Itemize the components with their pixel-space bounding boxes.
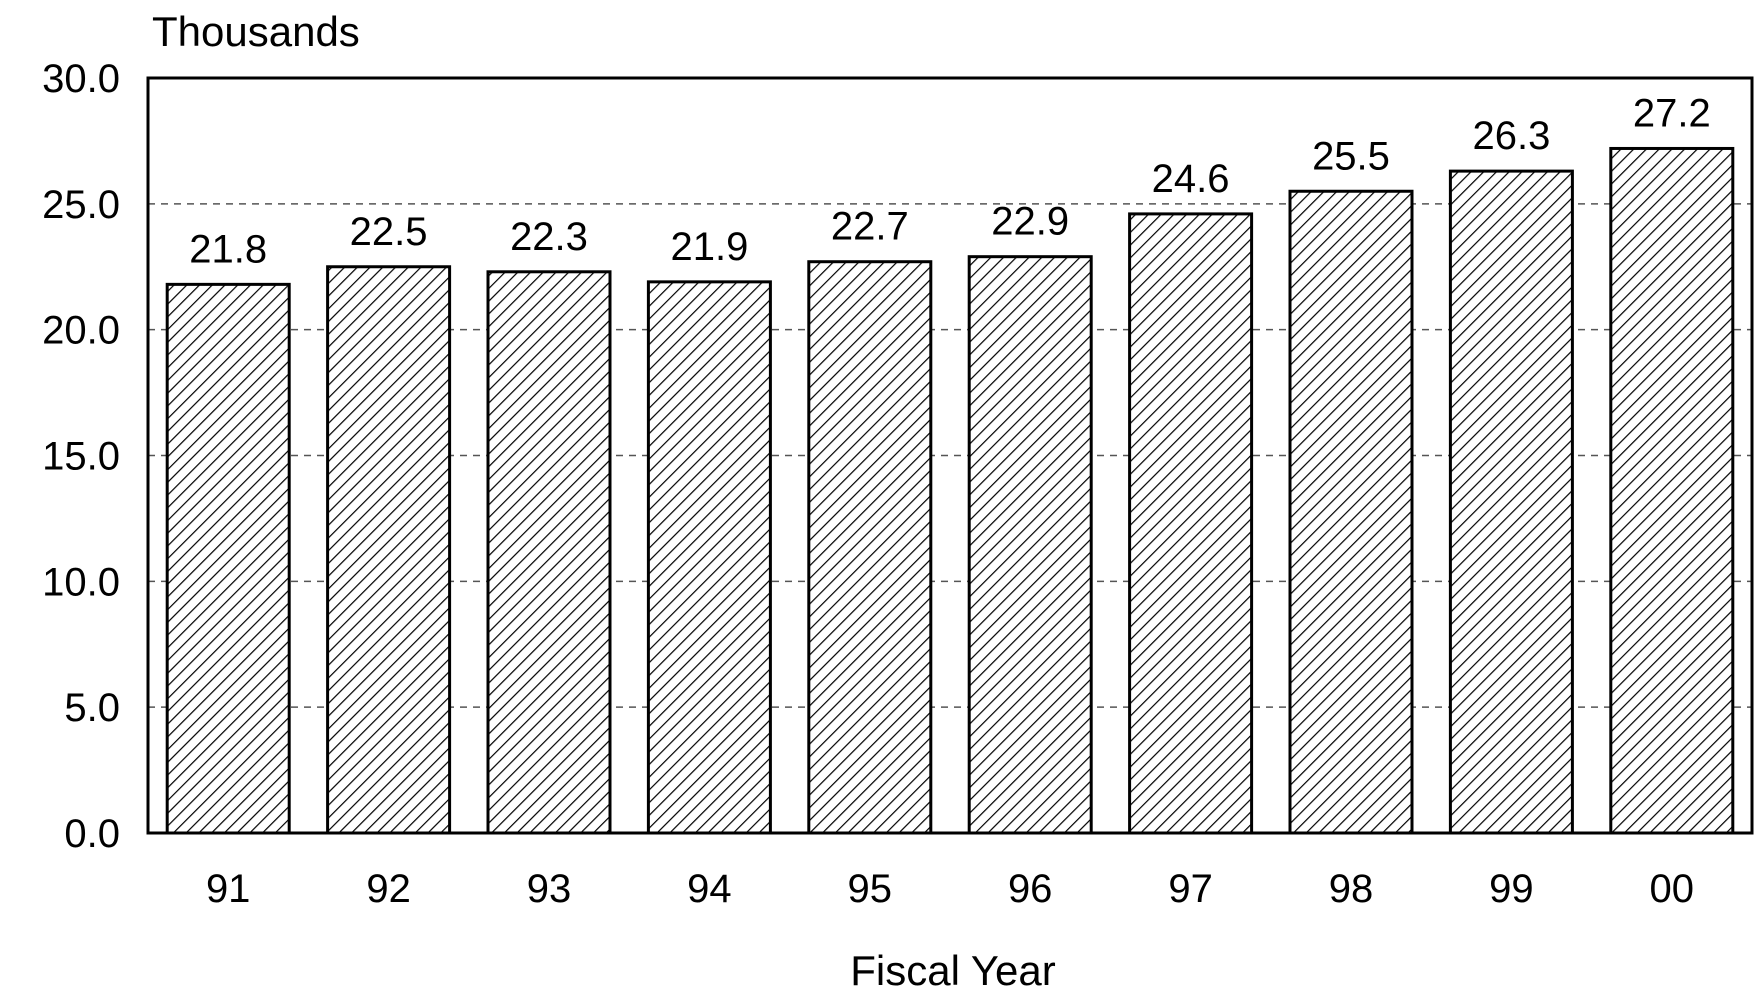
bar: [967, 255, 1093, 835]
y-axis-ticks: 0.0 5.0 10.0 15.0 20.0 25.0 30.0: [42, 57, 120, 856]
y-tick-label: 30.0: [42, 57, 120, 101]
bar: [326, 265, 452, 835]
x-tick-label: 97: [1168, 867, 1213, 911]
bar: [1128, 212, 1254, 835]
x-tick-label: 93: [527, 867, 572, 911]
x-axis-title: Fiscal Year: [850, 947, 1055, 993]
data-label: 21.8: [189, 227, 267, 271]
bar: [646, 280, 772, 835]
plot-frame: [146, 76, 1754, 835]
bar: [165, 282, 291, 835]
y-tick-label: 15.0: [42, 435, 120, 479]
x-tick-label: 98: [1329, 867, 1374, 911]
data-label: 24.6: [1152, 157, 1230, 201]
data-label: 22.3: [510, 215, 588, 259]
y-tick-label: 25.0: [42, 183, 120, 227]
x-axis-ticks: 91 92 93 94 95 96 97 98 99 00: [206, 867, 1694, 911]
x-tick-label: 94: [687, 867, 732, 911]
data-label: 26.3: [1472, 114, 1550, 158]
data-label: 25.5: [1312, 134, 1390, 178]
bar: [1448, 169, 1574, 835]
bar: [807, 260, 933, 835]
bars: [165, 146, 1735, 835]
bar: [486, 270, 612, 835]
data-label: 21.9: [670, 225, 748, 269]
x-tick-label: 99: [1489, 867, 1534, 911]
x-tick-label: 92: [366, 867, 411, 911]
y-tick-label: 0.0: [64, 812, 120, 856]
data-label: 27.2: [1633, 91, 1711, 135]
x-tick-label: 00: [1650, 867, 1695, 911]
y-axis-title: Thousands: [152, 8, 360, 55]
data-label: 22.7: [831, 205, 909, 249]
x-tick-label: 96: [1008, 867, 1053, 911]
bar: [1609, 146, 1735, 835]
data-label: 22.9: [991, 200, 1069, 244]
data-label: 22.5: [350, 210, 428, 254]
x-tick-label: 91: [206, 867, 251, 911]
data-labels: 21.8 22.5 22.3 21.9 22.7 22.9 24.6 25.5 26.3 27.2: [189, 91, 1710, 271]
y-tick-label: 10.0: [42, 560, 120, 604]
y-tick-label: 20.0: [42, 309, 120, 353]
x-tick-label: 95: [848, 867, 893, 911]
y-tick-label: 5.0: [64, 686, 120, 730]
bar: [1288, 189, 1414, 835]
